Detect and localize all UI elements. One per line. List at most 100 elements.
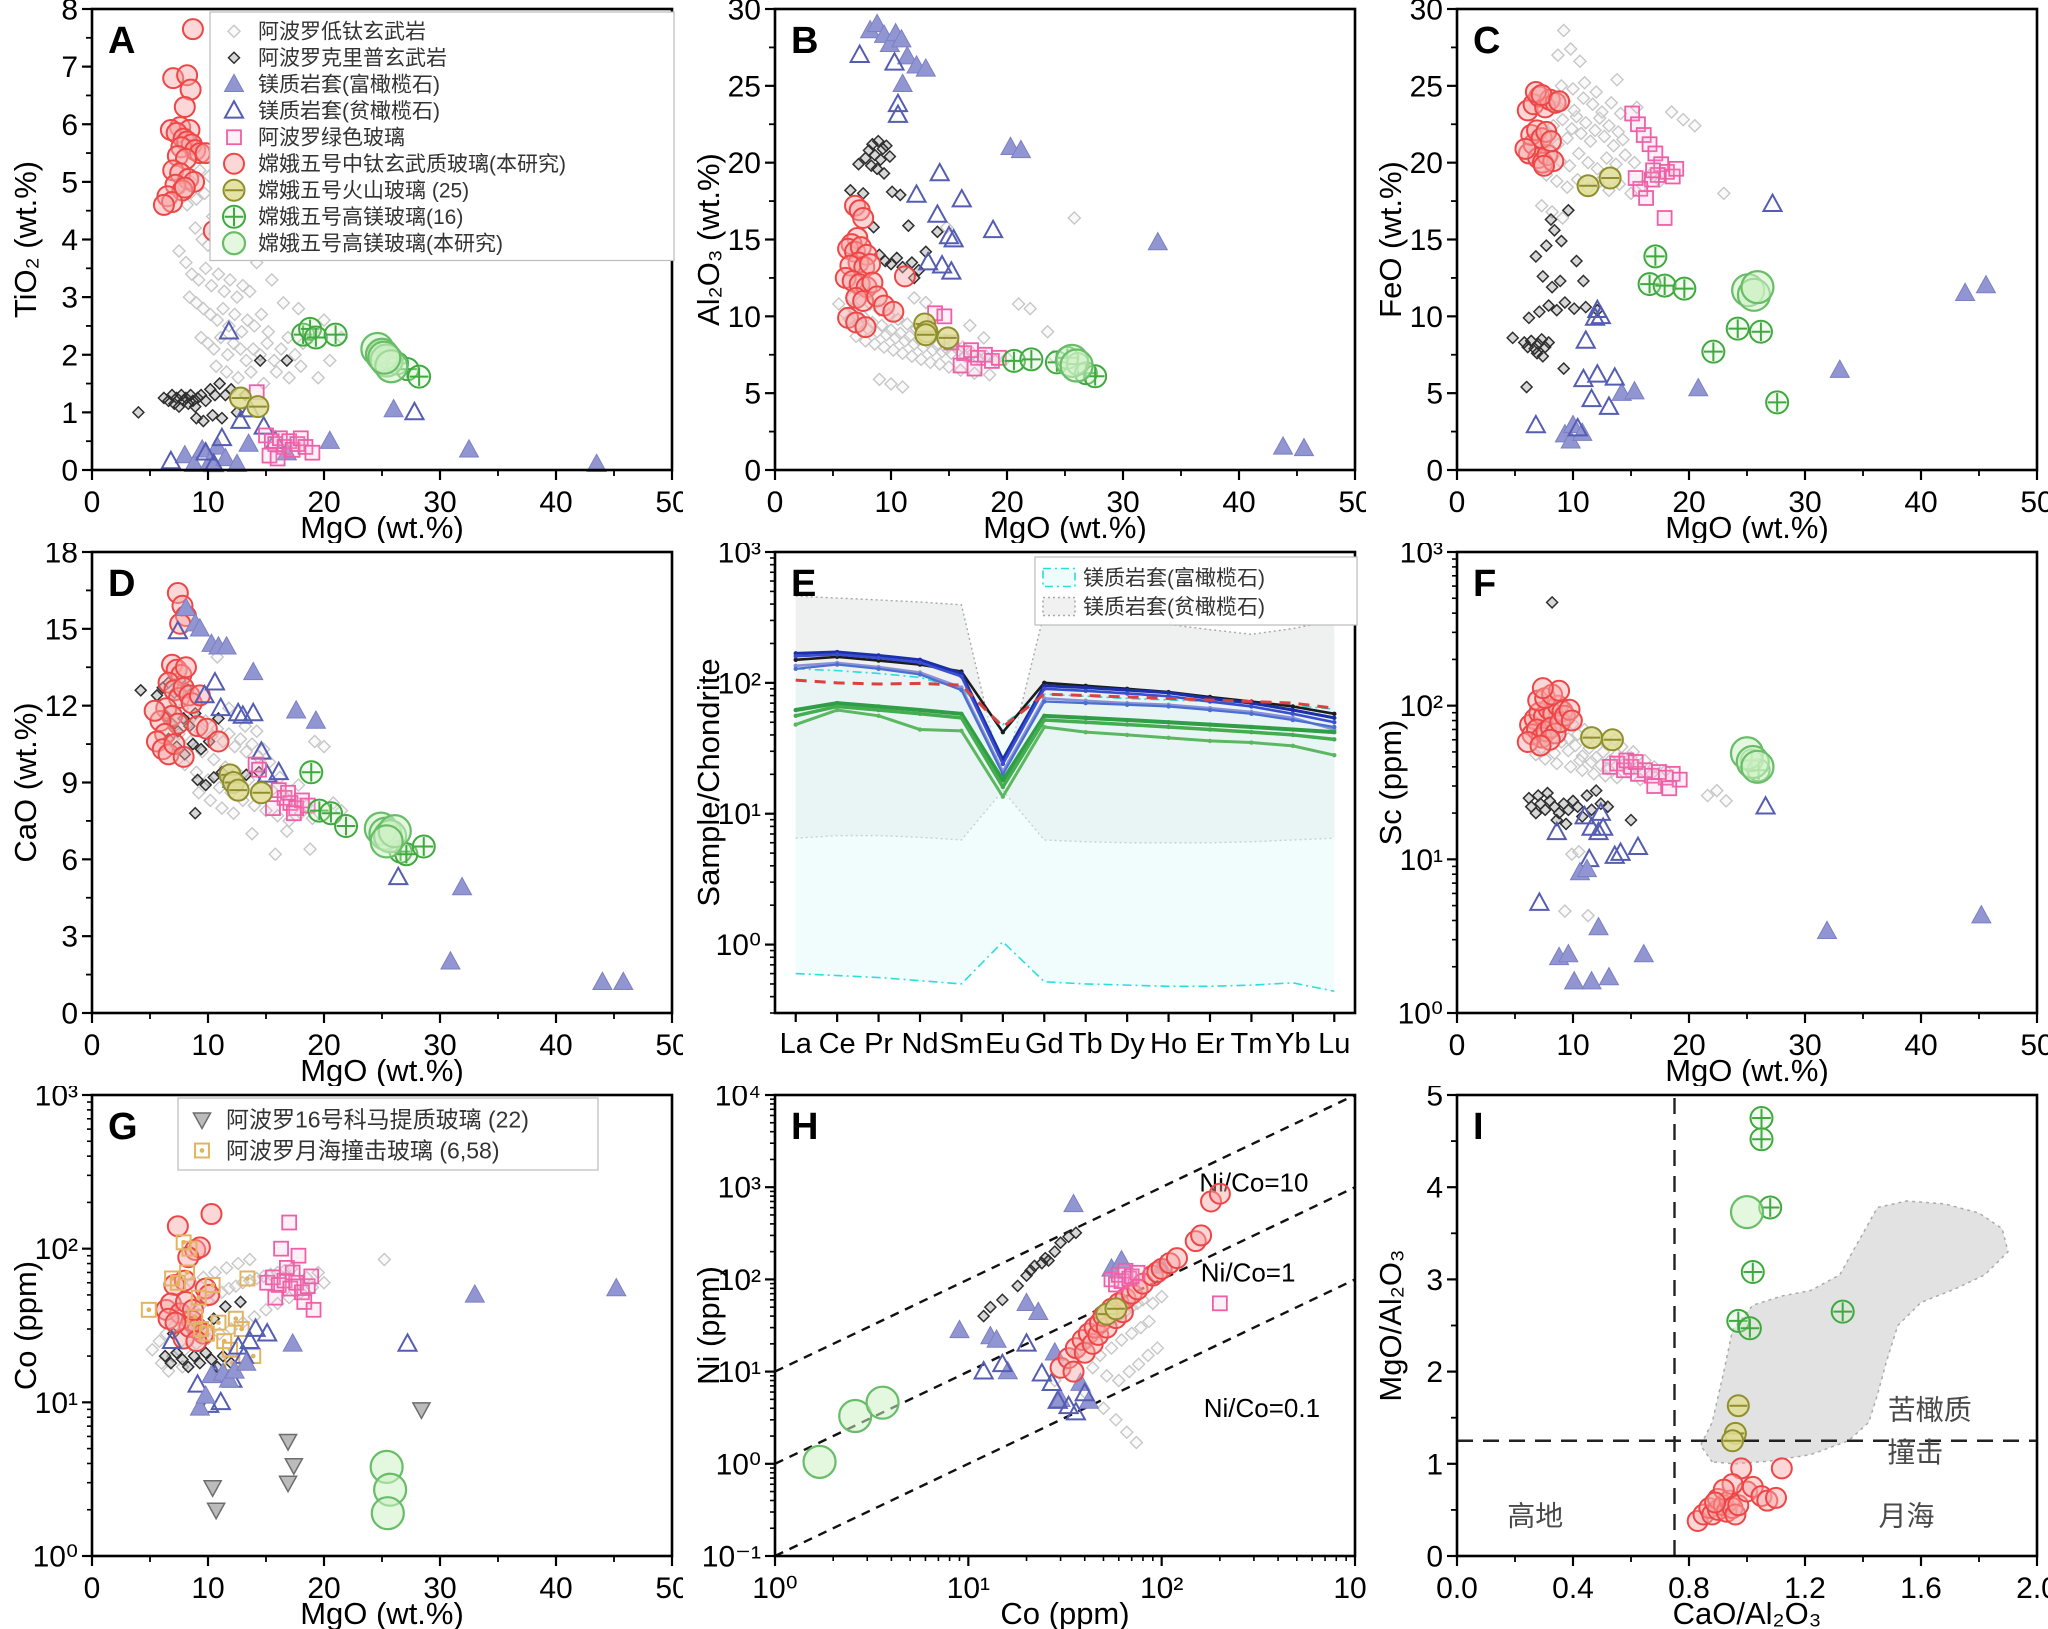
legend-label-ree_poor_olivine: 镁质岩套(贫橄榄石) bbox=[1083, 596, 1265, 619]
y-tick-label: 25 bbox=[728, 70, 761, 103]
series-mg_suite_rich bbox=[174, 398, 607, 472]
series-ce5_mid_ti bbox=[1686, 1457, 1793, 1532]
x-tick-label: 30 bbox=[423, 1572, 456, 1605]
y-tick-label: 15 bbox=[1410, 224, 1443, 257]
series-mg_suite_rich bbox=[859, 13, 1315, 457]
x-axis-title-A: MgO (wt.%) bbox=[300, 510, 464, 543]
legend-label-ce5_highmg16: 嫦娥五号高镁玻璃(16) bbox=[258, 206, 463, 229]
x-tick-label: 0.0 bbox=[1436, 1572, 1478, 1605]
legend-label-mg_suite_poor: 镁质岩套(贫橄榄石) bbox=[258, 100, 440, 123]
axis-ticks bbox=[82, 1093, 674, 1566]
series-ce5_volcanic bbox=[1580, 726, 1624, 752]
panel-G-container: 0 10 20 30 40 50 10⁰ 10¹ 10² 10³ MgO (wt.%) Co (ppm… bbox=[0, 1086, 683, 1629]
line-label-ni-co-10: Ni/Co=10 bbox=[1199, 1167, 1308, 1197]
panel-H-container: Ni/Co=10 Ni/Co=1 Ni/Co=0.1 10⁰ 10¹ 10² 10³ 10⁻¹… bbox=[683, 1086, 1366, 1629]
y-tick-label: 7 bbox=[61, 51, 78, 84]
x-tick-label: 10⁰ bbox=[752, 1572, 797, 1605]
series-ce5_highmg_this bbox=[802, 1385, 900, 1479]
y-tick-label: 10¹ bbox=[718, 798, 761, 831]
series-apollo_kreep bbox=[843, 134, 944, 285]
panel-letter-D: D bbox=[108, 563, 135, 605]
legend-G: 阿波罗16号科马提质玻璃 (22) 阿波罗月海撞击玻璃 (6,58) bbox=[177, 1097, 599, 1171]
x-axis-title-D: MgO (wt.%) bbox=[300, 1053, 464, 1086]
x-tick-label: 10 bbox=[191, 1029, 224, 1062]
legend-label-ce5_highmg_this: 嫦娥五号高镁玻璃(本研究) bbox=[258, 233, 503, 256]
plot-frame bbox=[1455, 7, 2039, 472]
x-tick-label: 0 bbox=[84, 1029, 101, 1062]
x-axis-title-G: MgO (wt.%) bbox=[300, 1596, 464, 1629]
ce5-basalt-blue bbox=[795, 663, 1335, 776]
series-ce5_volcanic bbox=[218, 763, 273, 805]
y-axis-title-B: Al₂O₃ (wt.%) bbox=[691, 153, 726, 326]
y-tick-label: 0 bbox=[61, 455, 78, 488]
y-tick-label: 0 bbox=[1426, 1541, 1443, 1574]
y-tick-label: 20 bbox=[728, 147, 761, 180]
x-tick-label: Lu bbox=[1318, 1028, 1350, 1060]
legend-label-apollo_green_glass: 阿波罗绿色玻璃 bbox=[258, 127, 405, 150]
y-tick-label: 3 bbox=[61, 921, 78, 954]
x-tick-label: Sm bbox=[940, 1028, 984, 1060]
y-tick-label: 10⁰ bbox=[1398, 998, 1443, 1031]
series-apollo_green_glass bbox=[247, 756, 316, 822]
legend-label-apollo_low_ti: 阿波罗低钛玄武岩 bbox=[258, 21, 426, 44]
ce5-basalt-slate bbox=[795, 661, 1335, 773]
series-ce5_highmg_this bbox=[360, 331, 409, 384]
axis-ticks bbox=[765, 1093, 1357, 1566]
panel-H-chart: Ni/Co=10 Ni/Co=1 Ni/Co=0.1 10⁰ 10¹ 10² 10³ 10⁻¹… bbox=[691, 1086, 1366, 1629]
y-axis-title-A: TiO₂ (wt.%) bbox=[8, 161, 43, 318]
y-tick-label: 15 bbox=[45, 613, 78, 646]
ce5-basalt-navy-2 bbox=[795, 653, 1335, 766]
x-tick-label: 40 bbox=[539, 1572, 572, 1605]
x-tick-label: 50 bbox=[2020, 486, 2048, 519]
panel-letter-G: G bbox=[108, 1106, 138, 1148]
y-tick-label: 30 bbox=[728, 0, 761, 27]
y-tick-label: 10³ bbox=[35, 1086, 78, 1113]
x-tick-label: 0 bbox=[1449, 486, 1466, 519]
series-ce5_highmg_this bbox=[363, 811, 412, 859]
x-tick-label: 10 bbox=[1556, 486, 1589, 519]
x-tick-label: 20 bbox=[307, 1029, 340, 1062]
highmg-green-3 bbox=[795, 708, 1335, 799]
y-tick-label: 5 bbox=[744, 378, 761, 411]
x-tick-label: Tm bbox=[1230, 1028, 1272, 1060]
plot-frame bbox=[773, 550, 1357, 1015]
y-tick-label: 6 bbox=[61, 844, 78, 877]
panel-A-chart: 0 10 20 30 40 50 0 1 2 3 4 5 6 7 8 MgO (wt.%) TiO₂ (wt.%… bbox=[8, 0, 683, 543]
x-tick-label: Yb bbox=[1275, 1028, 1310, 1060]
y-axis-title-G: Co (ppm) bbox=[8, 1261, 43, 1390]
axis-ticks bbox=[1447, 550, 2039, 1023]
x-axis-title-B: MgO (wt.%) bbox=[983, 510, 1147, 543]
x-tick-label: 0 bbox=[1449, 1029, 1466, 1062]
y-tick-label: 10² bbox=[35, 1233, 78, 1266]
y-tick-label: 15 bbox=[728, 224, 761, 257]
x-tick-label: 50 bbox=[655, 1572, 683, 1605]
series-mg_suite_rich bbox=[175, 597, 634, 990]
x-tick-label: 50 bbox=[1338, 486, 1366, 519]
x-tick-label: 40 bbox=[1904, 486, 1937, 519]
y-tick-label: 20 bbox=[1410, 147, 1443, 180]
series-mg_suite_rich bbox=[1554, 274, 1997, 449]
series-ce5_highmg_this bbox=[1731, 270, 1775, 312]
x-tick-label: 20 bbox=[1672, 1029, 1705, 1062]
plot-frame bbox=[1455, 550, 2039, 1015]
legend-label-mg_suite_rich: 镁质岩套(富橄榄石) bbox=[258, 74, 440, 97]
y-tick-label: 10³ bbox=[1400, 543, 1443, 570]
highmg-green-2 bbox=[795, 704, 1335, 789]
y-tick-label: 2 bbox=[61, 339, 78, 372]
panel-letter-H: H bbox=[791, 1106, 818, 1148]
series-ce5_highmg_this bbox=[1729, 736, 1775, 784]
y-tick-label: 4 bbox=[61, 224, 78, 257]
x-tick-label: 50 bbox=[2020, 1029, 2048, 1062]
series-mg_suite_poor bbox=[1528, 795, 1777, 911]
x-tick-label: 30 bbox=[1788, 486, 1821, 519]
x-tick-label: Eu bbox=[985, 1028, 1020, 1060]
x-tick-label: 20 bbox=[307, 486, 340, 519]
x-tick-label: 0.8 bbox=[1668, 1572, 1710, 1605]
region-annotation: 高地 bbox=[1507, 1501, 1563, 1532]
y-tick-label: 3 bbox=[1426, 1264, 1443, 1297]
y-tick-label: 10² bbox=[1400, 690, 1443, 723]
y-tick-label: 10¹ bbox=[718, 1356, 761, 1389]
region-annotation: 月海 bbox=[1878, 1501, 1934, 1532]
x-tick-label: 0 bbox=[84, 1572, 101, 1605]
panel-A-container: 0 10 20 30 40 50 0 1 2 3 4 5 6 7 8 MgO (wt.%) TiO₂ (wt.%… bbox=[0, 0, 683, 543]
